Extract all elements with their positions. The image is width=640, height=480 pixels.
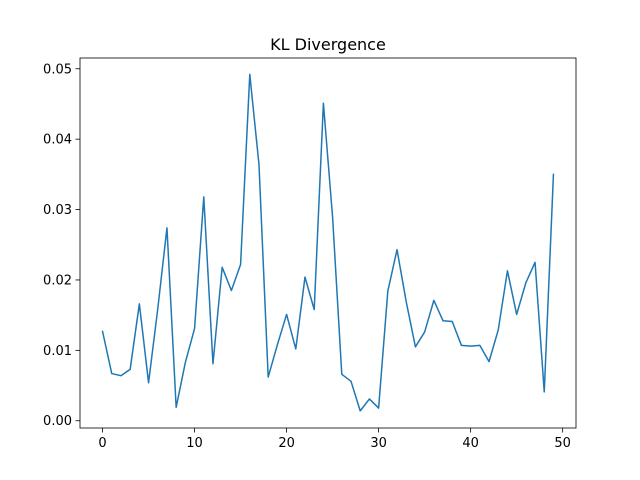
- data-point: [285, 313, 288, 316]
- data-point: [294, 347, 297, 350]
- data-point: [451, 320, 454, 323]
- data-point: [524, 281, 527, 284]
- data-point: [156, 307, 159, 310]
- y-tick-label: 0.01: [43, 344, 72, 359]
- data-point: [488, 360, 491, 363]
- x-tick-label: 0: [98, 436, 106, 451]
- data-point: [110, 372, 113, 375]
- data-point: [460, 344, 463, 347]
- y-tick-label: 0.00: [43, 414, 72, 429]
- data-point: [322, 102, 325, 105]
- data-point: [359, 409, 362, 412]
- data-point: [276, 343, 279, 346]
- x-tick-label: 10: [186, 436, 203, 451]
- data-point: [543, 390, 546, 393]
- data-point: [129, 368, 132, 371]
- data-point: [350, 380, 353, 383]
- series-line-0: [101, 73, 555, 412]
- data-point: [432, 299, 435, 302]
- data-point: [211, 362, 214, 365]
- data-point: [101, 330, 104, 333]
- data-point: [248, 73, 251, 76]
- data-point: [340, 373, 343, 376]
- data-point: [552, 173, 555, 176]
- data-point: [469, 345, 472, 348]
- x-tick-label: 40: [462, 436, 479, 451]
- data-point: [175, 406, 178, 409]
- data-point: [147, 381, 150, 384]
- y-tick-label: 0.04: [43, 133, 72, 148]
- data-point: [515, 313, 518, 316]
- data-point: [534, 261, 537, 264]
- data-point: [497, 328, 500, 331]
- data-point: [396, 248, 399, 251]
- data-point: [405, 300, 408, 303]
- y-tick-label: 0.03: [43, 203, 72, 218]
- x-tick-label: 50: [554, 436, 571, 451]
- data-point: [313, 308, 316, 311]
- data-point: [193, 327, 196, 330]
- chart-title: KL Divergence: [270, 35, 386, 54]
- data-point: [442, 319, 445, 322]
- data-point: [386, 290, 389, 293]
- data-point: [138, 302, 141, 305]
- y-tick-label: 0.02: [43, 273, 72, 288]
- axes-frame: [79, 57, 577, 429]
- data-point: [184, 361, 187, 364]
- data-point: [368, 397, 371, 400]
- x-tick-label: 20: [278, 436, 295, 451]
- data-point: [257, 163, 260, 166]
- data-point: [230, 289, 233, 292]
- data-point: [331, 216, 334, 219]
- data-point: [478, 344, 481, 347]
- data-point: [506, 269, 509, 272]
- y-tick-label: 0.05: [43, 62, 72, 77]
- data-point: [377, 407, 380, 410]
- data-point: [414, 345, 417, 348]
- data-point: [165, 226, 168, 229]
- plot-area: 0 10 20 30 40 50 0.00 0.01 0.02 0.03 0.04 0.05: [43, 57, 577, 451]
- data-point: [267, 376, 270, 379]
- data-point: [239, 263, 242, 266]
- data-point: [221, 266, 224, 269]
- x-tick-label: 30: [370, 436, 387, 451]
- data-point: [423, 331, 426, 334]
- data-point: [119, 374, 122, 377]
- data-point: [202, 195, 205, 198]
- data-point: [303, 276, 306, 279]
